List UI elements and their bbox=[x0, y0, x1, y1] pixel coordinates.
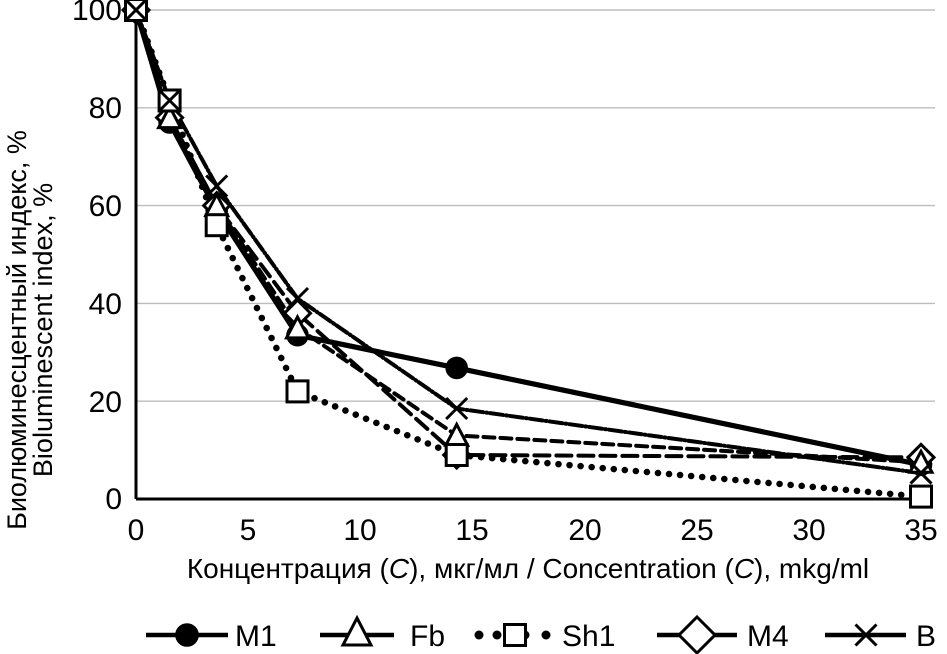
svg-text:15: 15 bbox=[455, 514, 488, 547]
svg-text:35: 35 bbox=[904, 514, 937, 547]
svg-text:10: 10 bbox=[343, 514, 376, 547]
svg-text:Концентрация (C), мкг/мл / Con: Концентрация (C), мкг/мл / Concentration… bbox=[187, 553, 869, 584]
svg-text:0: 0 bbox=[105, 483, 122, 516]
svg-text:25: 25 bbox=[680, 514, 713, 547]
svg-text:20: 20 bbox=[89, 386, 122, 419]
svg-text:M1: M1 bbox=[235, 620, 277, 653]
svg-text:60: 60 bbox=[89, 190, 122, 223]
svg-text:Sh1: Sh1 bbox=[562, 620, 615, 653]
svg-text:80: 80 bbox=[89, 92, 122, 125]
svg-text:40: 40 bbox=[89, 288, 122, 321]
svg-text:Fb: Fb bbox=[410, 620, 445, 653]
svg-text:5: 5 bbox=[240, 514, 257, 547]
svg-text:30: 30 bbox=[792, 514, 825, 547]
svg-text:20: 20 bbox=[568, 514, 601, 547]
svg-text:0: 0 bbox=[128, 514, 145, 547]
svg-text:B: B bbox=[916, 620, 936, 653]
svg-text:M4: M4 bbox=[747, 620, 789, 653]
svg-text:Bioluminescent index, %: Bioluminescent index, % bbox=[28, 183, 58, 477]
svg-text:100: 100 bbox=[72, 0, 122, 27]
